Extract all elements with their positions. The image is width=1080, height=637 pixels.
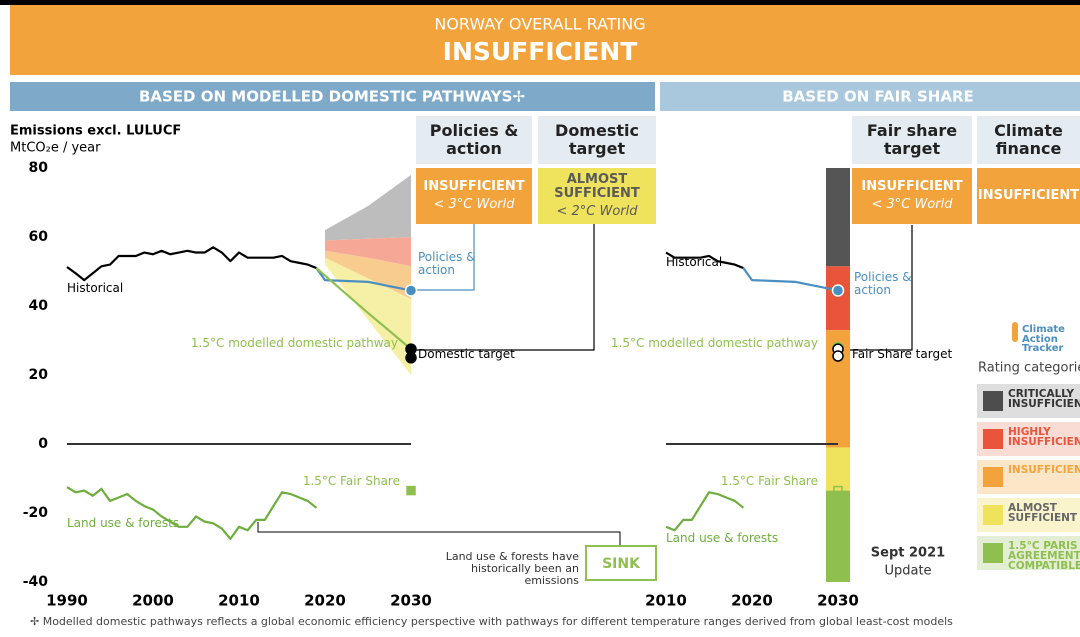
rating-label: INSUFFICIENT bbox=[861, 178, 963, 194]
rating-label: INSUFFICIENT bbox=[423, 178, 525, 194]
x-tick-label: 2030 bbox=[390, 592, 432, 610]
connector bbox=[413, 222, 475, 291]
rating-heading: Domestic target bbox=[538, 116, 656, 164]
y-tick-label: -40 bbox=[23, 574, 49, 590]
legend-label: INSUFFICIENT bbox=[1008, 464, 1080, 476]
rating-label: ALMOST SUFFICIENT bbox=[554, 171, 640, 201]
marker bbox=[406, 485, 416, 496]
legend-swatch bbox=[983, 505, 1003, 525]
y-axis-label: Emissions excl. LULUCF bbox=[10, 124, 181, 139]
band bbox=[325, 257, 411, 375]
x-tick-label: 2010 bbox=[218, 592, 260, 610]
header-title: INSUFFICIENT bbox=[443, 37, 638, 66]
date: Sept 2021 bbox=[871, 546, 945, 561]
legend-swatch bbox=[983, 429, 1003, 449]
legend-label: 1.5°C PARIS AGREEMENT COMPATIBLE bbox=[1008, 540, 1080, 572]
band bbox=[325, 237, 411, 267]
rating-world: < 3°C World bbox=[433, 197, 515, 212]
series-label: 1.5°C modelled domestic pathway bbox=[610, 336, 818, 350]
legend-swatch bbox=[983, 467, 1003, 487]
rating-world: < 3°C World bbox=[871, 197, 953, 212]
series-line bbox=[665, 251, 744, 270]
series-label: Land use & forests bbox=[67, 516, 180, 530]
section-title: BASED ON FAIR SHARE bbox=[782, 88, 974, 106]
header-band bbox=[10, 5, 1080, 75]
y-axis-unit: MtCO₂e / year bbox=[10, 141, 101, 156]
marker bbox=[832, 350, 844, 362]
update: Update bbox=[884, 564, 931, 579]
x-tick-label: 2000 bbox=[132, 592, 174, 610]
y-tick-label: 40 bbox=[29, 298, 49, 314]
y-tick-label: 0 bbox=[38, 436, 48, 452]
end-marker bbox=[404, 284, 418, 297]
logo: Climate Action Tracker bbox=[1022, 324, 1065, 354]
connector bbox=[842, 225, 913, 351]
x-tick-label: 2030 bbox=[817, 592, 859, 610]
section-bar bbox=[660, 82, 1080, 111]
legend-swatch bbox=[983, 391, 1003, 411]
series-label: Fair Share target bbox=[852, 347, 953, 361]
series-line bbox=[742, 267, 839, 292]
legend-label: HIGHLY INSUFFICIENT bbox=[1008, 426, 1080, 448]
marker bbox=[833, 485, 843, 496]
x-tick-label: 2010 bbox=[645, 592, 687, 610]
y-tick-label: 60 bbox=[29, 229, 49, 245]
rating-bar-segment bbox=[826, 447, 850, 491]
x-tick-label: 1990 bbox=[46, 592, 88, 610]
rating-heading: Fair share target bbox=[852, 116, 972, 164]
rating-box: INSUFFICIENT < 3°C World bbox=[416, 168, 532, 224]
series-label: Historical bbox=[67, 281, 124, 295]
rating-heading: Climate finance bbox=[977, 116, 1080, 164]
logo-icon bbox=[1012, 322, 1018, 342]
series-line bbox=[315, 267, 412, 350]
legend-title: Rating categories bbox=[978, 361, 1080, 376]
y-tick-label: 80 bbox=[29, 160, 49, 176]
rating-box: ALMOST SUFFICIENT < 2°C World bbox=[538, 168, 656, 224]
y-tick-label: 20 bbox=[29, 367, 49, 383]
series-label: 1.5°C Fair Share bbox=[302, 474, 400, 488]
series-label: Policies & action bbox=[854, 270, 912, 298]
x-tick-label: 2020 bbox=[304, 592, 346, 610]
series-label: 1.5°C modelled domestic pathway bbox=[190, 336, 398, 350]
series-line bbox=[315, 267, 412, 292]
series-line bbox=[66, 486, 318, 540]
series-label: Domestic target bbox=[418, 347, 515, 361]
series-label: 1.5°C Fair Share bbox=[720, 474, 818, 488]
x-tick-label: 2020 bbox=[731, 592, 773, 610]
connector bbox=[257, 522, 621, 545]
connector bbox=[413, 222, 595, 351]
sink-note: Land use & forests have historically bee… bbox=[445, 550, 579, 588]
legend-label: ALMOST SUFFICIENT bbox=[1008, 502, 1078, 524]
rating-heading: Policies & action bbox=[416, 116, 532, 164]
rating-bar-segment bbox=[826, 168, 850, 267]
end-marker bbox=[831, 284, 845, 297]
rating-bar-segment bbox=[826, 490, 850, 582]
marker bbox=[405, 352, 417, 364]
series-line bbox=[665, 491, 745, 532]
footnote: ✢ Modelled domestic pathways reflects a … bbox=[30, 615, 953, 628]
section-bar bbox=[10, 82, 655, 111]
rating-bar-segment bbox=[826, 266, 850, 331]
header-subtitle: NORWAY OVERALL RATING bbox=[434, 15, 645, 34]
rating-box: INSUFFICIENT < 3°C World bbox=[852, 168, 972, 224]
series-line bbox=[66, 246, 317, 282]
rating-label: INSUFFICIENT bbox=[977, 187, 1080, 203]
legend-label: CRITICALLY INSUFFICIENT bbox=[1008, 388, 1080, 410]
band bbox=[325, 174, 411, 241]
rating-world: < 2°C World bbox=[556, 204, 638, 220]
y-tick-label: -20 bbox=[23, 505, 49, 521]
rating-box: INSUFFICIENT bbox=[977, 168, 1080, 224]
top-strip bbox=[0, 0, 1080, 5]
section-title: BASED ON MODELLED DOMESTIC PATHWAYS✢ bbox=[139, 88, 525, 106]
sink-box bbox=[585, 545, 657, 581]
series-label: Policies & action bbox=[418, 250, 476, 278]
sink-label: SINK bbox=[602, 556, 641, 572]
series-label: Historical bbox=[666, 255, 723, 269]
series-label: Land use & forests bbox=[666, 531, 779, 545]
legend-swatch bbox=[983, 543, 1003, 563]
